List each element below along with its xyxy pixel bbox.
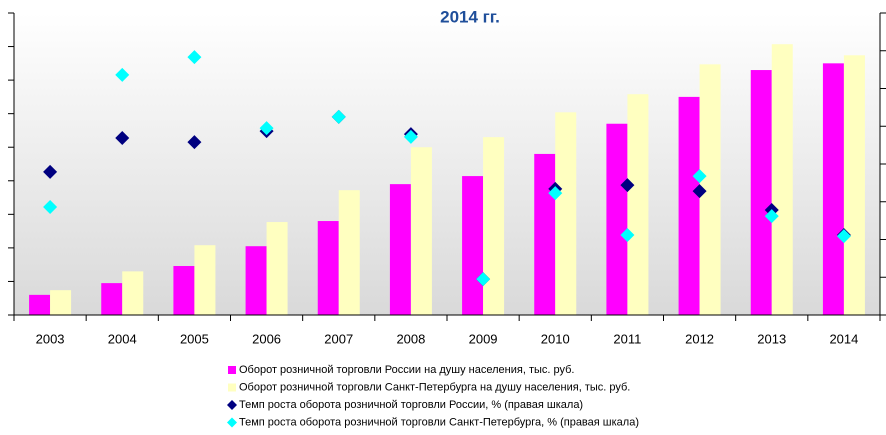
bar xyxy=(678,96,700,315)
bar xyxy=(29,294,51,315)
x-tick-label: 2009 xyxy=(469,331,498,346)
legend-label: Темп роста оборота розничной торговли Са… xyxy=(239,416,639,428)
legend-swatch xyxy=(227,417,237,428)
x-tick-label: 2004 xyxy=(108,331,137,346)
bar xyxy=(483,137,505,315)
legend-swatch xyxy=(227,400,237,410)
marker xyxy=(620,227,635,242)
bar xyxy=(410,147,432,315)
bar xyxy=(101,283,123,315)
x-tick-label: 2011 xyxy=(613,331,641,346)
marker xyxy=(115,67,130,82)
plot-area xyxy=(14,13,880,315)
marker xyxy=(43,164,58,179)
bar xyxy=(338,190,360,315)
bar xyxy=(317,221,339,315)
bar xyxy=(173,266,195,315)
x-tick-label: 2003 xyxy=(36,331,65,346)
bar xyxy=(245,246,267,315)
x-tick-label: 2013 xyxy=(757,331,786,346)
x-tick-label: 2006 xyxy=(252,331,281,346)
bar xyxy=(606,123,628,315)
chart-title: 2014 гг. xyxy=(440,7,500,26)
legend-swatch xyxy=(228,366,236,374)
bar xyxy=(750,70,772,316)
bar xyxy=(627,94,649,316)
x-tick-label: 2005 xyxy=(180,331,209,346)
marker xyxy=(692,184,707,199)
bar xyxy=(194,245,216,315)
x-tick-label: 2007 xyxy=(324,331,353,346)
x-tick-label: 2014 xyxy=(829,331,858,346)
marker xyxy=(620,178,635,193)
marker xyxy=(836,229,851,244)
legend-label: Оборот розничной торговли России на душу… xyxy=(239,364,574,376)
marker xyxy=(259,121,274,136)
bar xyxy=(771,44,793,315)
marker xyxy=(187,50,202,65)
legend-label: Оборот розничной торговли Санкт-Петербур… xyxy=(239,381,630,393)
bar xyxy=(555,112,577,315)
marker xyxy=(403,129,418,144)
marker xyxy=(692,169,707,184)
bar xyxy=(822,63,844,316)
marker xyxy=(476,272,491,287)
marker xyxy=(187,135,202,150)
bar xyxy=(389,184,411,315)
marker xyxy=(764,209,779,224)
bar xyxy=(50,290,72,315)
x-tick-label: 2008 xyxy=(396,331,425,346)
bar xyxy=(266,222,288,315)
x-tick-label: 2012 xyxy=(685,331,714,346)
marker xyxy=(548,186,563,201)
marker xyxy=(115,130,130,145)
bar xyxy=(122,271,144,315)
marker xyxy=(43,200,58,215)
bar xyxy=(843,55,865,315)
bar xyxy=(699,64,721,315)
legend-label: Темп роста оборота розничной торговли Ро… xyxy=(239,399,583,411)
marker xyxy=(331,109,346,124)
legend-swatch xyxy=(228,383,236,392)
x-tick-label: 2010 xyxy=(541,331,570,346)
bar xyxy=(534,153,556,315)
bar xyxy=(462,176,484,315)
